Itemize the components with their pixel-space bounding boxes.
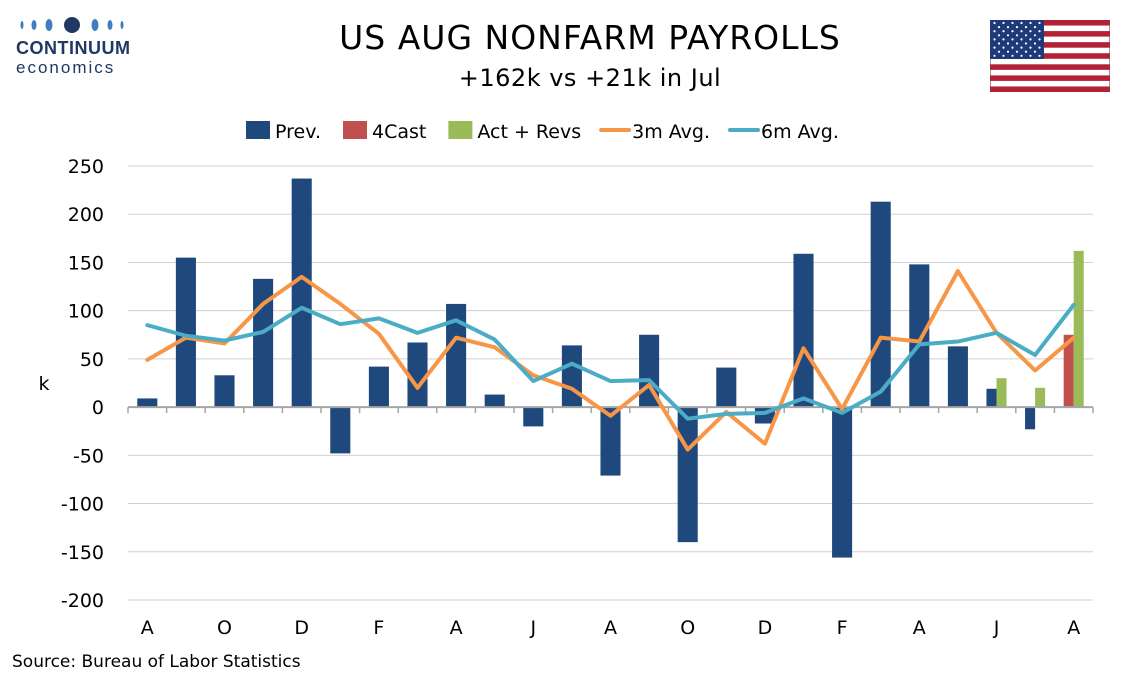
bar-prev- [484,394,505,408]
bar-prev- [523,407,544,427]
bar-prev- [793,253,814,408]
x-tick-label: O [680,617,695,639]
bar-prev- [600,407,621,476]
bar-prev- [561,345,582,408]
bar-act-revs [996,378,1007,408]
legend-swatch [448,121,473,139]
y-tick-label: 150 [68,252,104,274]
y-tick-label: -200 [61,590,104,612]
y-tick-label: 0 [92,397,104,419]
bar-prev- [909,264,930,408]
legend-label: Act + Revs [477,121,581,143]
y-tick-label: 250 [68,156,104,178]
x-tick-label: J [993,617,1000,639]
x-tick-label: J [529,617,536,639]
x-tick-label: O [217,617,232,639]
bar-prev- [446,303,467,408]
x-tick-label: F [373,617,384,639]
bar-prev- [947,346,968,408]
legend-swatch [246,121,270,139]
y-axis-label: k [38,373,49,395]
legend-label: Prev. [275,121,321,143]
bar-prev- [1025,407,1036,430]
bar-4cast [1063,334,1074,408]
bar-prev- [870,201,891,408]
y-tick-label: 100 [68,301,104,323]
y-tick-label: 200 [68,204,104,226]
y-tick-label: 50 [80,349,104,371]
x-tick-label: F [837,617,848,639]
legend-swatch [343,121,368,139]
y-tick-label: -50 [73,445,104,467]
bar-prev- [137,398,158,408]
x-tick-label: A [913,617,926,639]
line-3m-avg- [145,269,1076,452]
x-tick-label: D [294,617,309,639]
bar-prev- [832,407,853,558]
legend-label: 3m Avg. [632,121,710,143]
x-tick-label: D [758,617,773,639]
logo-dots-icon [20,17,124,33]
line-6m-avg- [145,302,1076,421]
logo-line1: CONTINUUM [16,38,131,58]
x-tick-label: A [604,617,617,639]
x-tick-label: A [1067,617,1080,639]
bar-prev- [368,366,389,408]
bar-prev- [407,342,428,408]
source-note: Source: Bureau of Labor Statistics [12,652,301,672]
continuum-economics-logo: CONTINUUM economics [14,14,144,77]
bar-act-revs [1073,250,1084,408]
logo-line2: economics [16,58,116,77]
bar-prev- [677,407,698,543]
us-flag-icon [990,20,1110,92]
page-title: US AUG NONFARM PAYROLLS [339,18,841,57]
y-tick-label: -150 [61,542,104,564]
bar-prev- [986,388,997,408]
x-tick-label: A [141,617,154,639]
bar-prev- [214,375,235,408]
bar-prev- [330,407,351,454]
legend-label: 6m Avg. [761,121,839,143]
bar-prev- [291,178,312,408]
legend-label: 4Cast [372,121,426,143]
x-tick-label: A [450,617,463,639]
bar-act-revs [1035,387,1046,408]
y-tick-label: -100 [61,494,104,516]
bar-prev- [175,257,196,408]
page-subtitle: +162k vs +21k in Jul [458,64,722,92]
bar-prev- [716,367,737,408]
